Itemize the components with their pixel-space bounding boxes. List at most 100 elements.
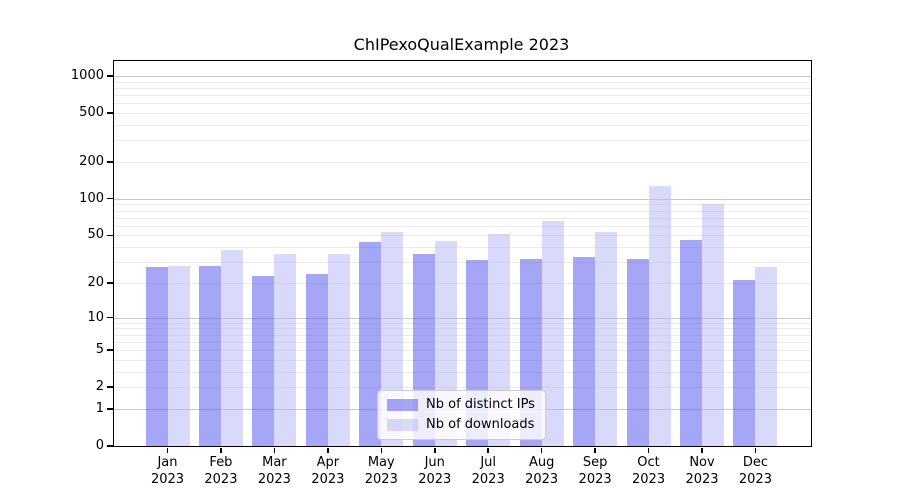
bar-aug-downloads xyxy=(541,220,564,446)
x-tick-label: Oct 2023 xyxy=(632,455,666,487)
y-tick-mark xyxy=(107,408,113,410)
gridline-minor xyxy=(114,359,811,361)
x-tick-mark xyxy=(487,447,489,453)
y-tick-mark xyxy=(107,445,113,447)
bar-oct-downloads xyxy=(648,186,671,446)
plot-area: Jan 2023 Feb 2023 Mar 2023 Apr 2023 May 2023 Jun 20… xyxy=(71,60,812,487)
bar-jan-downloads xyxy=(167,265,190,446)
gridline-minor xyxy=(114,94,811,96)
y-tick-mark xyxy=(107,112,113,114)
gridline-minor xyxy=(114,282,811,284)
y-tick-label: 1 xyxy=(95,400,104,416)
legend: Nb of distinct IPs Nb of downloads xyxy=(377,390,546,440)
y-tick-mark xyxy=(107,282,113,284)
y-tick-label: 200 xyxy=(79,153,104,169)
x-tick-label: Sep 2023 xyxy=(578,455,612,487)
x-tick-mark xyxy=(754,447,757,453)
gridline-minor xyxy=(114,235,811,237)
y-tick-label: 1000 xyxy=(70,67,104,83)
gridline-minor xyxy=(114,210,811,212)
x-tick-mark xyxy=(701,447,703,453)
gridline-minor xyxy=(114,103,811,105)
bar-nov-downloads xyxy=(702,203,724,446)
x-tick-label: May 2023 xyxy=(364,455,398,487)
gridline-major xyxy=(114,198,811,200)
y-tick-mark xyxy=(107,234,113,237)
legend-label: Nb of downloads xyxy=(426,417,535,432)
bar-dec-downloads xyxy=(755,267,778,446)
bar-feb-ips xyxy=(198,265,221,446)
x-tick-mark xyxy=(327,447,329,453)
gridline-minor xyxy=(114,350,811,351)
x-tick-label: Jul 2023 xyxy=(471,455,505,487)
gridline-minor xyxy=(114,81,811,83)
chart-title: ChIPexoQualExample 2023 xyxy=(353,35,570,54)
bar-mar-ips xyxy=(252,275,275,446)
x-tick-mark xyxy=(434,447,436,453)
bar-apr-ips xyxy=(305,273,328,446)
y-tick-label: 5 xyxy=(95,342,104,357)
gridline-minor xyxy=(114,322,811,324)
gridline-minor xyxy=(114,387,811,389)
gridline-minor xyxy=(114,124,811,126)
gridline-major xyxy=(114,317,811,319)
x-tick-mark xyxy=(220,447,222,453)
legend-entry: Nb of downloads xyxy=(387,417,535,433)
y-tick-label: 2 xyxy=(95,379,104,395)
gridline-minor xyxy=(114,328,811,330)
bar-dec-ips xyxy=(733,280,756,446)
x-tick-label: Nov 2023 xyxy=(685,455,719,487)
y-tick-mark xyxy=(107,349,113,351)
bar-oct-ips xyxy=(626,258,649,446)
gridline-minor xyxy=(114,204,811,206)
legend-entry: Nb of distinct IPs xyxy=(387,397,535,413)
x-tick-label: Feb 2023 xyxy=(204,455,238,487)
x-tick-mark xyxy=(647,447,650,453)
gridline-minor xyxy=(114,217,811,219)
gridline-minor xyxy=(114,161,811,163)
gridline-minor xyxy=(114,371,811,373)
bar-feb-downloads xyxy=(220,249,243,446)
x-tick-label: Mar 2023 xyxy=(257,455,291,487)
gridline-minor xyxy=(114,247,811,249)
bar-apr-downloads xyxy=(327,254,350,446)
x-tick-mark xyxy=(273,447,276,453)
bar-mar-downloads xyxy=(274,254,297,446)
gridline-minor xyxy=(114,225,811,227)
bar-nov-ips xyxy=(680,239,702,446)
x-tick-label: Aug 2023 xyxy=(525,455,559,487)
x-tick-label: Apr 2023 xyxy=(311,455,345,487)
x-tick-mark xyxy=(166,447,169,453)
legend-swatch-icon xyxy=(387,419,418,431)
bar-jan-ips xyxy=(145,267,168,446)
y-tick-label: 20 xyxy=(87,274,104,290)
x-tick-mark xyxy=(540,447,543,453)
y-tick-mark xyxy=(107,386,113,388)
y-tick-mark xyxy=(107,197,113,200)
legend-label: Nb of distinct IPs xyxy=(426,397,535,412)
gridline-minor xyxy=(114,87,811,89)
gridline-minor xyxy=(114,112,811,114)
bar-sep-downloads xyxy=(595,232,618,446)
gridline-minor xyxy=(114,140,811,142)
x-tick-label: Jan 2023 xyxy=(150,455,185,487)
y-tick-label: 0 xyxy=(95,438,104,453)
gridline-minor xyxy=(114,334,811,336)
x-tick-label: Dec 2023 xyxy=(738,455,772,487)
y-tick-label: 100 xyxy=(79,190,104,206)
gridline-minor xyxy=(114,262,811,264)
gridline-major xyxy=(114,75,811,77)
gridline-minor xyxy=(114,341,811,343)
x-tick-mark xyxy=(594,447,596,453)
x-tick-mark xyxy=(380,447,383,453)
bar-sep-ips xyxy=(573,257,596,446)
y-tick-mark xyxy=(107,161,113,163)
y-tick-mark xyxy=(107,316,113,319)
legend-swatch-icon xyxy=(387,399,418,411)
x-tick-label: Jun 2023 xyxy=(418,455,452,487)
y-tick-label: 500 xyxy=(79,104,104,120)
bar-may-ips xyxy=(359,242,382,446)
y-tick-mark xyxy=(107,75,113,77)
y-tick-label: 10 xyxy=(87,309,104,325)
